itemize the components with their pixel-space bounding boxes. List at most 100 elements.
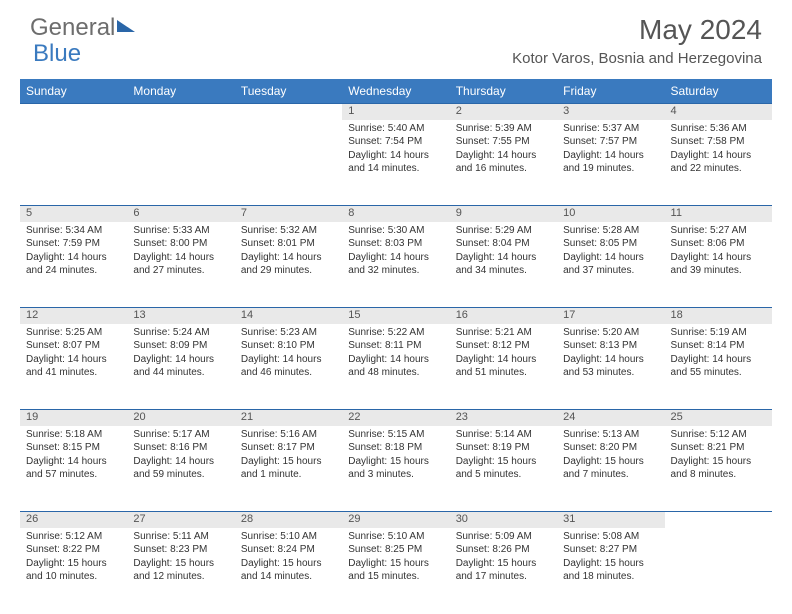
sunrise-text: Sunrise: 5:28 AM [563,224,658,238]
day-content-cell: Sunrise: 5:16 AMSunset: 8:17 PMDaylight:… [235,426,342,512]
day-content-cell: Sunrise: 5:36 AMSunset: 7:58 PMDaylight:… [665,120,772,206]
day-content-cell: Sunrise: 5:14 AMSunset: 8:19 PMDaylight:… [450,426,557,512]
day-number-cell: 10 [557,206,664,222]
weekday-header: Friday [557,79,664,104]
sunrise-text: Sunrise: 5:10 AM [348,530,443,544]
day-number-cell: 1 [342,104,449,120]
sunrise-text: Sunrise: 5:29 AM [456,224,551,238]
content-row: Sunrise: 5:12 AMSunset: 8:22 PMDaylight:… [20,528,772,614]
sunrise-text: Sunrise: 5:22 AM [348,326,443,340]
sunrise-text: Sunrise: 5:32 AM [241,224,336,238]
day-content-cell: Sunrise: 5:27 AMSunset: 8:06 PMDaylight:… [665,222,772,308]
sunset-text: Sunset: 8:14 PM [671,339,766,353]
sunrise-text: Sunrise: 5:21 AM [456,326,551,340]
sunset-text: Sunset: 8:00 PM [133,237,228,251]
day-content-cell: Sunrise: 5:22 AMSunset: 8:11 PMDaylight:… [342,324,449,410]
day-content-cell [665,528,772,614]
day-number-cell: 5 [20,206,127,222]
sunrise-text: Sunrise: 5:09 AM [456,530,551,544]
day-number-cell [235,104,342,120]
month-year: May 2024 [512,14,762,46]
day-content-cell: Sunrise: 5:37 AMSunset: 7:57 PMDaylight:… [557,120,664,206]
sunrise-text: Sunrise: 5:11 AM [133,530,228,544]
day-content-cell: Sunrise: 5:20 AMSunset: 8:13 PMDaylight:… [557,324,664,410]
daynum-row: 19202122232425 [20,410,772,426]
weekday-header: Sunday [20,79,127,104]
day-content-cell: Sunrise: 5:32 AMSunset: 8:01 PMDaylight:… [235,222,342,308]
header: General May 2024 Kotor Varos, Bosnia and… [0,0,792,71]
day-content-cell: Sunrise: 5:34 AMSunset: 7:59 PMDaylight:… [20,222,127,308]
day-number-cell: 26 [20,512,127,528]
daynum-row: 262728293031 [20,512,772,528]
daylight-text: and 7 minutes. [563,468,658,482]
sunrise-text: Sunrise: 5:30 AM [348,224,443,238]
content-row: Sunrise: 5:25 AMSunset: 8:07 PMDaylight:… [20,324,772,410]
sunset-text: Sunset: 8:09 PM [133,339,228,353]
daylight-text: Daylight: 14 hours [348,353,443,367]
daylight-text: and 59 minutes. [133,468,228,482]
content-row: Sunrise: 5:18 AMSunset: 8:15 PMDaylight:… [20,426,772,512]
sunrise-text: Sunrise: 5:40 AM [348,122,443,136]
sunset-text: Sunset: 8:10 PM [241,339,336,353]
daylight-text: Daylight: 15 hours [133,557,228,571]
day-content-cell: Sunrise: 5:29 AMSunset: 8:04 PMDaylight:… [450,222,557,308]
day-number-cell: 7 [235,206,342,222]
logo: General [30,14,135,42]
day-number-cell: 15 [342,308,449,324]
sunrise-text: Sunrise: 5:37 AM [563,122,658,136]
sunset-text: Sunset: 8:18 PM [348,441,443,455]
sunset-text: Sunset: 8:03 PM [348,237,443,251]
content-row: Sunrise: 5:34 AMSunset: 7:59 PMDaylight:… [20,222,772,308]
daylight-text: Daylight: 14 hours [671,149,766,163]
daylight-text: and 48 minutes. [348,366,443,380]
daylight-text: Daylight: 15 hours [26,557,121,571]
day-number-cell: 9 [450,206,557,222]
sunrise-text: Sunrise: 5:16 AM [241,428,336,442]
day-content-cell: Sunrise: 5:19 AMSunset: 8:14 PMDaylight:… [665,324,772,410]
daylight-text: Daylight: 14 hours [456,149,551,163]
daylight-text: Daylight: 14 hours [26,353,121,367]
sunset-text: Sunset: 7:55 PM [456,135,551,149]
weekday-header: Thursday [450,79,557,104]
daylight-text: Daylight: 15 hours [348,455,443,469]
day-number-cell: 24 [557,410,664,426]
daylight-text: and 32 minutes. [348,264,443,278]
sunset-text: Sunset: 8:01 PM [241,237,336,251]
daylight-text: Daylight: 14 hours [241,251,336,265]
daylight-text: Daylight: 14 hours [26,251,121,265]
sunrise-text: Sunrise: 5:34 AM [26,224,121,238]
day-number-cell: 2 [450,104,557,120]
sunset-text: Sunset: 8:23 PM [133,543,228,557]
day-number-cell: 23 [450,410,557,426]
day-content-cell: Sunrise: 5:33 AMSunset: 8:00 PMDaylight:… [127,222,234,308]
day-number-cell: 20 [127,410,234,426]
content-row: Sunrise: 5:40 AMSunset: 7:54 PMDaylight:… [20,120,772,206]
daylight-text: and 41 minutes. [26,366,121,380]
day-number-cell: 30 [450,512,557,528]
day-content-cell: Sunrise: 5:15 AMSunset: 8:18 PMDaylight:… [342,426,449,512]
sunrise-text: Sunrise: 5:33 AM [133,224,228,238]
daylight-text: Daylight: 15 hours [671,455,766,469]
daynum-row: 567891011 [20,206,772,222]
daylight-text: and 5 minutes. [456,468,551,482]
daylight-text: and 12 minutes. [133,570,228,584]
daylight-text: and 29 minutes. [241,264,336,278]
day-content-cell: Sunrise: 5:21 AMSunset: 8:12 PMDaylight:… [450,324,557,410]
day-number-cell: 12 [20,308,127,324]
daylight-text: Daylight: 14 hours [563,251,658,265]
day-number-cell: 8 [342,206,449,222]
sunset-text: Sunset: 8:22 PM [26,543,121,557]
daynum-row: 1234 [20,104,772,120]
day-number-cell: 31 [557,512,664,528]
sunset-text: Sunset: 8:15 PM [26,441,121,455]
day-content-cell: Sunrise: 5:23 AMSunset: 8:10 PMDaylight:… [235,324,342,410]
sunset-text: Sunset: 7:58 PM [671,135,766,149]
sunset-text: Sunset: 8:26 PM [456,543,551,557]
sunset-text: Sunset: 8:21 PM [671,441,766,455]
calendar-table: SundayMondayTuesdayWednesdayThursdayFrid… [20,79,772,614]
day-number-cell: 27 [127,512,234,528]
day-content-cell: Sunrise: 5:09 AMSunset: 8:26 PMDaylight:… [450,528,557,614]
day-content-cell: Sunrise: 5:40 AMSunset: 7:54 PMDaylight:… [342,120,449,206]
day-content-cell: Sunrise: 5:24 AMSunset: 8:09 PMDaylight:… [127,324,234,410]
daylight-text: and 17 minutes. [456,570,551,584]
